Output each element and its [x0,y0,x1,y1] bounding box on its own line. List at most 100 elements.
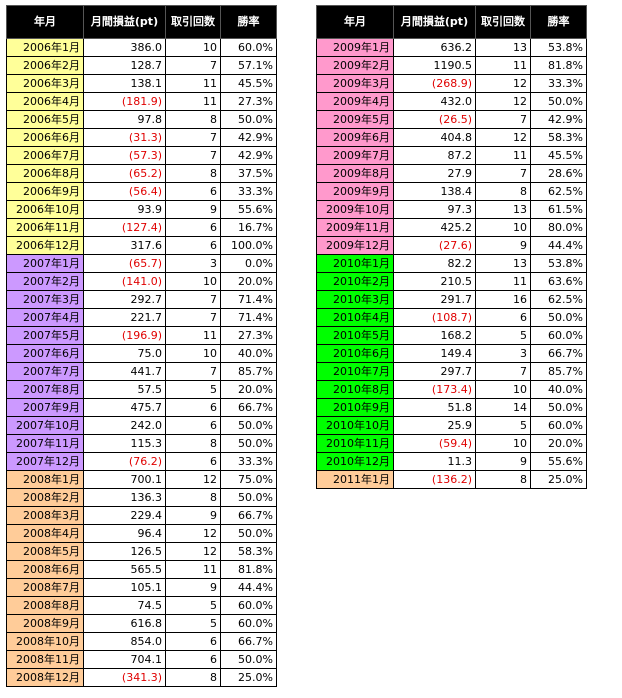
win-rate-cell: 33.3% [220,182,277,201]
trade-count-cell: 6 [165,398,221,417]
win-rate-cell: 20.0% [220,380,277,399]
monthly-pl-cell: 404.8 [393,128,476,147]
table-row: 2009年5月 (26.5) 7 42.9% [316,110,587,129]
monthly-pl-cell: 25.9 [393,416,476,435]
table-row: 2009年4月 432.0 12 50.0% [316,92,587,111]
table-row: 2009年2月 1190.5 11 81.8% [316,56,587,75]
trade-count-cell: 10 [165,38,221,57]
trade-count-cell: 11 [165,560,221,579]
table-row: 2006年4月 (181.9) 11 27.3% [6,92,277,111]
win-rate-cell: 60.0% [220,38,277,57]
trade-count-cell: 5 [165,614,221,633]
table-row: 2010年6月 149.4 3 66.7% [316,344,587,363]
month-cell: 2010年3月 [316,290,394,309]
win-rate-cell: 66.7% [220,398,277,417]
table-row: 2006年5月 97.8 8 50.0% [6,110,277,129]
table-row: 2006年10月 93.9 9 55.6% [6,200,277,219]
monthly-pl-cell: 105.1 [83,578,166,597]
table-row: 2007年1月 (65.7) 3 0.0% [6,254,277,273]
month-cell: 2007年1月 [6,254,84,273]
win-rate-cell: 42.9% [220,146,277,165]
trade-count-cell: 7 [475,110,531,129]
trade-count-cell: 6 [165,236,221,255]
trade-count-cell: 3 [165,254,221,273]
trade-count-cell: 12 [475,92,531,111]
win-rate-cell: 40.0% [220,344,277,363]
monthly-pl-cell: (65.2) [83,164,166,183]
win-rate-cell: 71.4% [220,308,277,327]
win-rate-cell: 25.0% [220,668,277,687]
table-row: 2007年5月 (196.9) 11 27.3% [6,326,277,345]
table-row: 2007年3月 292.7 7 71.4% [6,290,277,309]
monthly-pl-cell: 565.5 [83,560,166,579]
table-row: 2010年8月 (173.4) 10 40.0% [316,380,587,399]
table-row: 2009年1月 636.2 13 53.8% [316,38,587,57]
trade-count-cell: 6 [165,452,221,471]
month-cell: 2009年2月 [316,56,394,75]
table-row: 2007年12月 (76.2) 6 33.3% [6,452,277,471]
trade-count-cell: 16 [475,290,531,309]
month-cell: 2006年6月 [6,128,84,147]
trade-count-cell: 8 [165,488,221,507]
table-row: 2007年7月 441.7 7 85.7% [6,362,277,381]
trade-count-cell: 8 [165,434,221,453]
monthly-pl-cell: 297.7 [393,362,476,381]
monthly-pl-cell: 221.7 [83,308,166,327]
month-cell: 2011年1月 [316,470,394,489]
monthly-pl-cell: 386.0 [83,38,166,57]
month-cell: 2007年10月 [6,416,84,435]
table-row: 2008年1月 700.1 12 75.0% [6,470,277,489]
trade-count-cell: 5 [165,596,221,615]
trade-count-cell: 13 [475,254,531,273]
month-cell: 2006年10月 [6,200,84,219]
trade-count-cell: 10 [475,434,531,453]
month-cell: 2006年9月 [6,182,84,201]
table-row: 2008年10月 854.0 6 66.7% [6,632,277,651]
trade-count-cell: 9 [165,578,221,597]
win-rate-cell: 0.0% [220,254,277,273]
win-rate-cell: 60.0% [530,326,587,345]
monthly-pl-cell: 317.6 [83,236,166,255]
win-rate-cell: 66.7% [220,506,277,525]
header-row: 年月 月間損益(pt) 取引回数 勝率 [6,5,277,39]
table-row: 2010年11月 (59.4) 10 20.0% [316,434,587,453]
trade-count-cell: 6 [165,218,221,237]
month-cell: 2008年9月 [6,614,84,633]
month-cell: 2010年7月 [316,362,394,381]
table-row: 2010年4月 (108.7) 6 50.0% [316,308,587,327]
monthly-pl-cell: 229.4 [83,506,166,525]
monthly-pl-cell: 210.5 [393,272,476,291]
trade-count-cell: 12 [165,470,221,489]
monthly-pl-cell: 292.7 [83,290,166,309]
trade-count-cell: 5 [475,326,531,345]
trade-count-cell: 7 [165,56,221,75]
table-row: 2006年7月 (57.3) 7 42.9% [6,146,277,165]
win-rate-cell: 50.0% [220,488,277,507]
month-cell: 2006年2月 [6,56,84,75]
monthly-pl-cell: 87.2 [393,146,476,165]
win-rate-cell: 80.0% [530,218,587,237]
trade-count-cell: 10 [165,272,221,291]
month-cell: 2010年2月 [316,272,394,291]
win-rate-cell: 20.0% [530,434,587,453]
month-cell: 2009年8月 [316,164,394,183]
month-cell: 2010年4月 [316,308,394,327]
trade-count-cell: 3 [475,344,531,363]
monthly-pl-cell: 475.7 [83,398,166,417]
trade-count-cell: 7 [165,308,221,327]
monthly-pl-cell: 854.0 [83,632,166,651]
month-cell: 2006年5月 [6,110,84,129]
table-row: 2007年6月 75.0 10 40.0% [6,344,277,363]
table-row: 2008年6月 565.5 11 81.8% [6,560,277,579]
month-cell: 2009年6月 [316,128,394,147]
trade-count-cell: 12 [165,524,221,543]
month-cell: 2009年7月 [316,146,394,165]
trade-count-cell: 10 [475,218,531,237]
month-cell: 2007年3月 [6,290,84,309]
table-row: 2006年1月 386.0 10 60.0% [6,38,277,57]
table-row: 2007年4月 221.7 7 71.4% [6,308,277,327]
trade-count-cell: 7 [165,146,221,165]
table-row: 2010年2月 210.5 11 63.6% [316,272,587,291]
table-row: 2010年5月 168.2 5 60.0% [316,326,587,345]
month-cell: 2008年6月 [6,560,84,579]
